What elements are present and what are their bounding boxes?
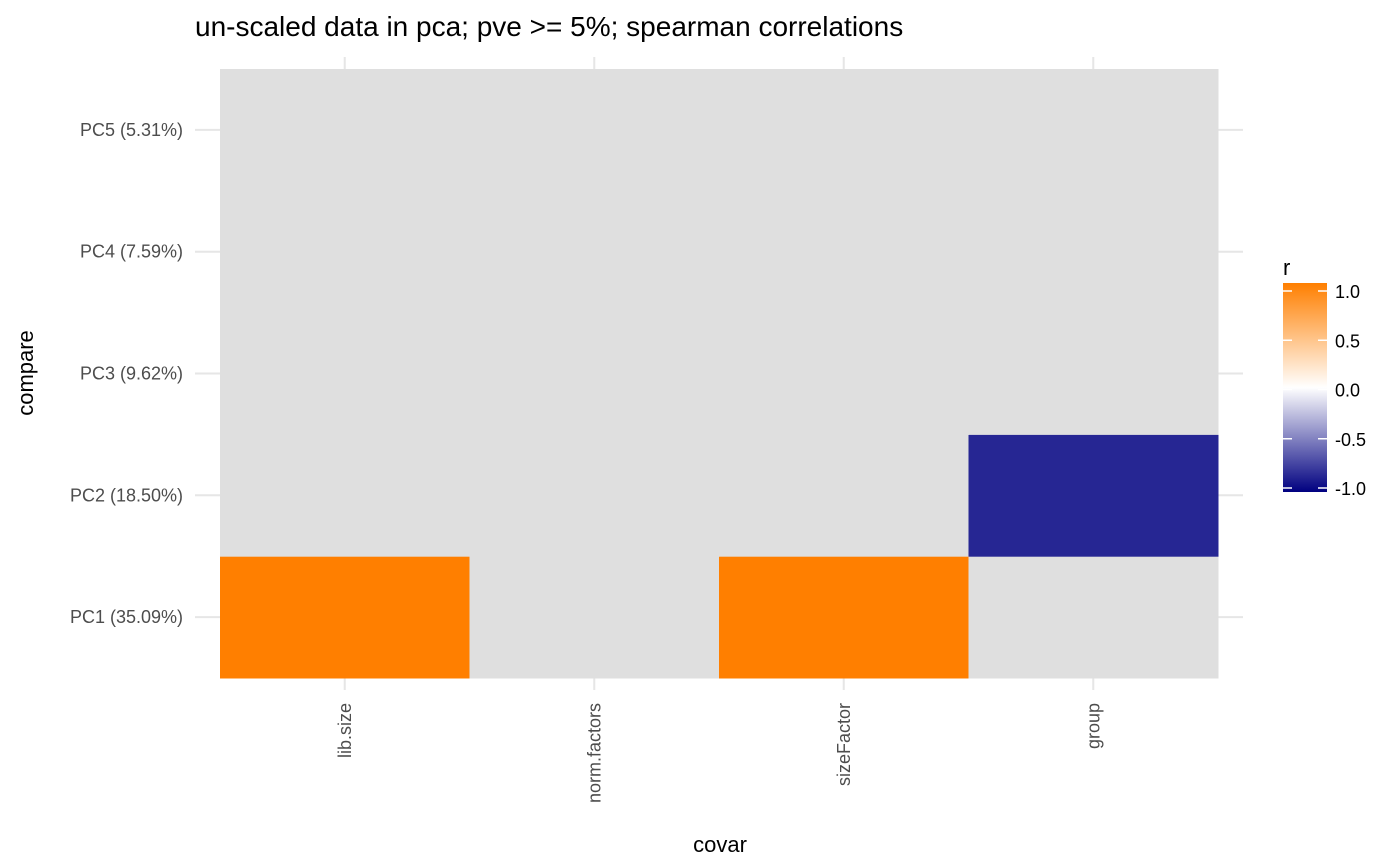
legend-tick-label: -0.5 xyxy=(1335,430,1366,450)
y-tick-label: PC1 (35.09%) xyxy=(70,607,183,627)
heatmap-cell xyxy=(968,190,1219,314)
y-tick-label: PC5 (5.31%) xyxy=(80,120,183,140)
heatmap-cell xyxy=(719,190,969,314)
heatmap-cell xyxy=(469,190,720,314)
heatmap-cell xyxy=(968,69,1219,192)
x-tick-label: sizeFactor xyxy=(834,703,854,786)
legend-colorbar xyxy=(1283,283,1327,492)
legend-tick-label: 0.5 xyxy=(1335,331,1360,351)
x-axis-ticks: lib.size norm.factors sizeFactor group xyxy=(335,703,1104,803)
legend-tick-label: 0.0 xyxy=(1335,381,1360,401)
heatmap-cell xyxy=(719,434,969,557)
heatmap-cell xyxy=(469,312,720,435)
heatmap-cell xyxy=(220,190,470,314)
heatmap-cell xyxy=(968,312,1219,435)
heatmap-cell xyxy=(719,556,969,679)
heatmap-cell xyxy=(220,556,470,679)
heatmap-cell xyxy=(469,69,720,192)
heatmap-cell xyxy=(469,434,720,557)
chart-title: un-scaled data in pca; pve >= 5%; spearm… xyxy=(195,11,903,42)
y-tick-label: PC2 (18.50%) xyxy=(70,485,183,505)
x-tick-label: norm.factors xyxy=(584,703,604,803)
y-axis-ticks: PC1 (35.09%) PC2 (18.50%) PC3 (9.62%) PC4 (… xyxy=(70,120,183,627)
heatmap-cell xyxy=(719,312,969,435)
legend-ticks: 1.0 0.5 0.0 -0.5 -1.0 xyxy=(1283,282,1366,499)
y-tick-label: PC4 (7.59%) xyxy=(80,242,183,262)
heatmap-cell xyxy=(968,434,1219,557)
legend-tick-label: 1.0 xyxy=(1335,282,1360,302)
heatmap-cell xyxy=(968,556,1219,679)
legend-title: r xyxy=(1283,255,1290,280)
heatmap-cell xyxy=(469,556,720,679)
y-axis-title: compare xyxy=(13,330,38,416)
x-tick-label: group xyxy=(1083,703,1103,749)
legend-tick-label: -1.0 xyxy=(1335,479,1366,499)
color-legend: r 1.0 0.5 0.0 -0.5 -1.0 xyxy=(1283,255,1366,499)
heatmap-cell xyxy=(220,312,470,435)
y-tick-label: PC3 (9.62%) xyxy=(80,364,183,384)
heatmap-cell xyxy=(719,69,969,192)
heatmap-cell xyxy=(220,69,470,192)
heatmap-cells xyxy=(220,69,1219,679)
x-axis-title: covar xyxy=(693,832,747,857)
x-tick-label: lib.size xyxy=(335,703,355,758)
heatmap-cell xyxy=(220,434,470,557)
